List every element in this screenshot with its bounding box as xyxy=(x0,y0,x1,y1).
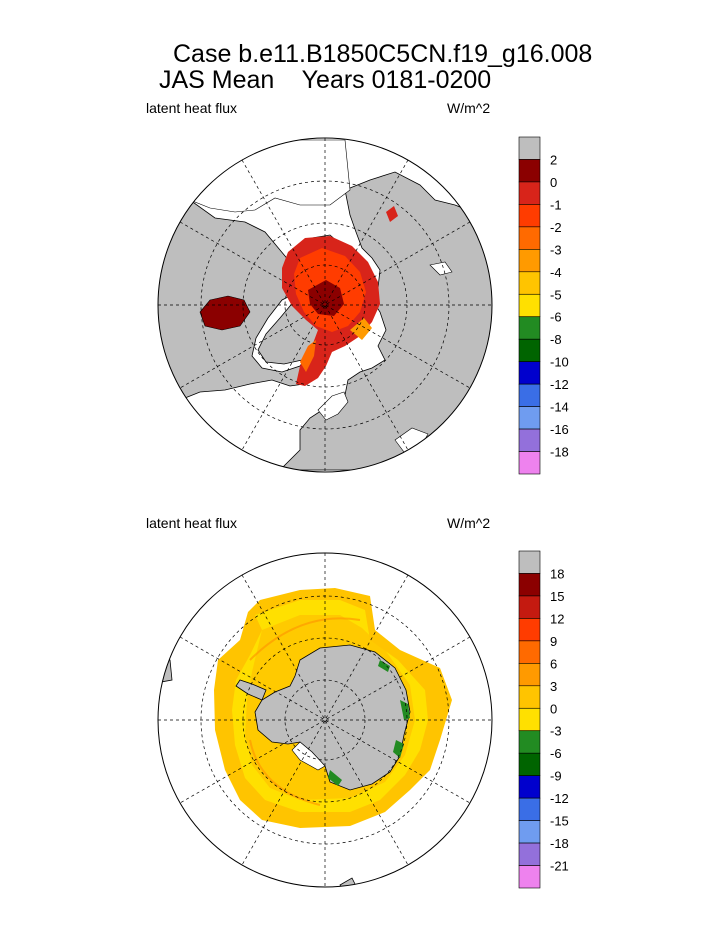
north-colorbar-tick-label: -8 xyxy=(550,332,562,347)
north-colorbar-tick-label: 2 xyxy=(550,152,557,167)
north-colorbar-swatch xyxy=(518,428,541,452)
north-colorbar-swatch xyxy=(518,383,541,407)
north-colorbar: 2 0 -1 -2 -3 -4 -5 -6 -8 -10 -12 -14 -16 -18 xyxy=(518,136,569,475)
north-colorbar-swatch xyxy=(518,249,541,273)
north-colorbar-tick-label: -3 xyxy=(550,242,562,257)
south-colorbar: 18 15 12 9 6 3 0 -3 -6 -9 -12 -15 -18 -21 xyxy=(518,550,569,889)
north-colorbar-tick-label: 0 xyxy=(550,175,557,190)
south-colorbar-tick-label: -15 xyxy=(550,814,569,829)
north-colorbar-tick-label: -6 xyxy=(550,310,562,325)
north-arctic-flux-core xyxy=(308,280,344,316)
north-panel-units-label: W/m^2 xyxy=(447,100,491,116)
north-colorbar-swatch xyxy=(518,136,541,160)
north-colorbar-swatch xyxy=(518,159,541,183)
north-polar-map xyxy=(157,137,493,473)
south-colorbar-swatch xyxy=(518,663,541,687)
south-colorbar-swatch xyxy=(518,820,541,844)
south-colorbar-swatch xyxy=(518,618,541,642)
south-colorbar-tick-label: 0 xyxy=(550,701,557,716)
south-panel-units-label: W/m^2 xyxy=(447,515,491,531)
south-colorbar-swatch xyxy=(518,797,541,821)
south-colorbar-swatch xyxy=(518,640,541,664)
south-colorbar-tick-label: 3 xyxy=(550,679,557,694)
south-colorbar-tick-label: -3 xyxy=(550,724,562,739)
south-colorbar-tick-label: 12 xyxy=(550,611,564,626)
south-colorbar-swatch xyxy=(518,573,541,597)
south-colorbar-tick-label: -6 xyxy=(550,746,562,761)
south-graticule xyxy=(158,553,492,887)
south-colorbar-swatch xyxy=(518,752,541,776)
figure-title-case: Case b.e11.B1850C5CN.f19_g16.008 xyxy=(173,40,593,68)
south-colorbar-swatch xyxy=(518,842,541,866)
north-panel-variable-label: latent heat flux xyxy=(146,100,238,116)
north-colorbar-tick-label: -4 xyxy=(550,265,562,280)
south-colorbar-tick-label: -12 xyxy=(550,791,569,806)
south-colorbar-tick-label: -9 xyxy=(550,769,562,784)
north-colorbar-swatch xyxy=(518,271,541,295)
south-colorbar-tick-label: -21 xyxy=(550,859,569,874)
north-land-eurasia xyxy=(279,171,492,471)
north-colorbar-swatch xyxy=(518,406,541,430)
north-colorbar-swatch xyxy=(518,451,541,475)
north-colorbar-tick-label: -12 xyxy=(550,377,569,392)
south-colorbar-swatch xyxy=(518,730,541,754)
north-colorbar-tick-label: -5 xyxy=(550,287,562,302)
north-hudson-bay-flux xyxy=(199,295,251,331)
south-colorbar-swatch xyxy=(518,685,541,709)
north-colorbar-swatch xyxy=(518,226,541,250)
south-colorbar-swatch xyxy=(518,707,541,732)
south-colorbar-swatch xyxy=(518,775,541,799)
south-colorbar-tick-label: 15 xyxy=(550,589,564,604)
south-colorbar-tick-label: 9 xyxy=(550,634,557,649)
south-panel-variable-label: latent heat flux xyxy=(146,515,238,531)
north-colorbar-tick-label: -1 xyxy=(550,197,562,212)
north-colorbar-swatch xyxy=(518,204,541,228)
figure-title-period: JAS Mean Years 0181-0200 xyxy=(159,66,492,94)
north-colorbar-swatch xyxy=(518,293,541,318)
north-colorbar-tick-label: -2 xyxy=(550,220,562,235)
north-colorbar-tick-label: -16 xyxy=(550,422,569,437)
north-graticule xyxy=(158,138,492,472)
south-polar-map xyxy=(157,552,493,888)
south-colorbar-swatch xyxy=(518,865,541,889)
north-colorbar-tick-label: -10 xyxy=(550,355,569,370)
north-colorbar-swatch xyxy=(518,361,541,385)
north-colorbar-tick-label: -18 xyxy=(550,445,569,460)
south-colorbar-swatch xyxy=(518,595,541,619)
north-colorbar-swatch xyxy=(518,316,541,340)
south-colorbar-swatch xyxy=(518,550,541,574)
north-colorbar-tick-label: -14 xyxy=(550,400,569,415)
south-colorbar-tick-label: -18 xyxy=(550,836,569,851)
north-colorbar-swatch xyxy=(518,338,541,362)
north-colorbar-swatch xyxy=(518,181,541,205)
south-colorbar-tick-label: 6 xyxy=(550,656,557,671)
south-colorbar-tick-label: 18 xyxy=(550,566,564,581)
